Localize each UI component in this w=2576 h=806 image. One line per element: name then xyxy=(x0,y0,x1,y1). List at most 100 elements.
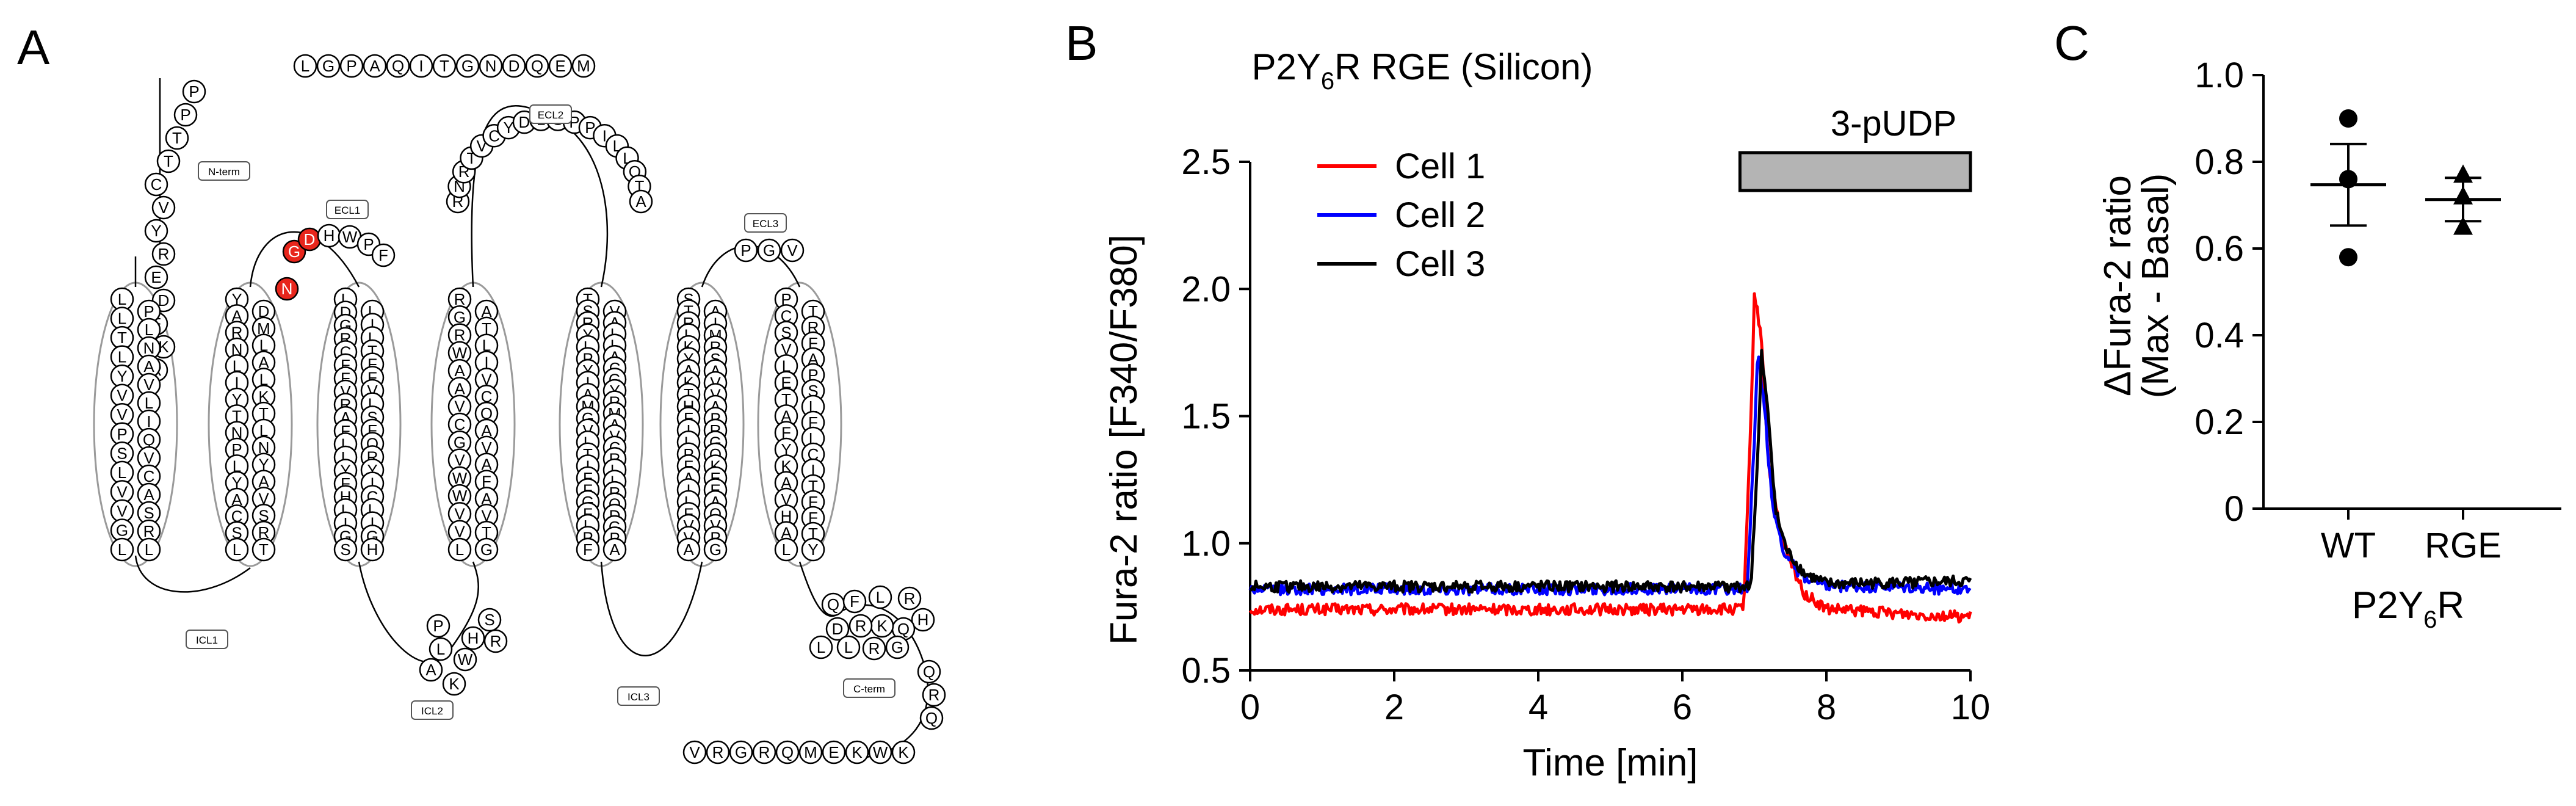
x-tick-label: 8 xyxy=(1817,688,1836,727)
residue-letter: L xyxy=(482,336,491,355)
residue-letter: A xyxy=(454,361,465,380)
residue-circle xyxy=(774,537,798,562)
residue-letter: G xyxy=(709,540,722,559)
residue-letter: Y xyxy=(808,540,818,559)
residue-letter: F xyxy=(482,473,491,491)
residue-letter: L xyxy=(844,638,853,656)
residue-circle xyxy=(706,740,730,764)
residue-circle xyxy=(360,537,385,562)
residue-letter: A xyxy=(258,473,269,491)
residue-letter: A xyxy=(481,456,492,474)
residue-letter: A xyxy=(635,192,646,211)
residue-letter: I xyxy=(602,126,607,145)
residue-circle xyxy=(409,54,433,78)
residue-circle xyxy=(576,537,600,562)
residue-circle xyxy=(525,54,549,78)
residue-letter: R xyxy=(143,522,155,540)
residue-letter: T xyxy=(259,540,269,559)
residue-circle xyxy=(144,265,168,289)
residue-circle xyxy=(703,537,728,562)
residue-circle xyxy=(144,219,168,243)
residue-circle xyxy=(629,189,653,214)
residue-circle xyxy=(897,586,922,611)
residue-letter: D xyxy=(258,302,270,321)
x-tick-label: 2 xyxy=(1384,688,1404,727)
residue-circle xyxy=(156,149,181,173)
residue-letter: T xyxy=(164,152,173,170)
residue-letter: A xyxy=(143,357,154,376)
residue-letter: Y xyxy=(231,474,242,492)
residue-circle xyxy=(919,706,944,730)
residue-letter: C xyxy=(454,415,466,434)
residue-letter: A xyxy=(258,354,269,372)
residue-letter: I xyxy=(370,514,374,532)
residue-circle xyxy=(333,537,358,562)
stimulus-label: 3-pUDP xyxy=(1831,104,1956,143)
x-tick-label: 10 xyxy=(1951,688,1991,727)
residue-letter: Q xyxy=(480,404,493,423)
residue-letter: F xyxy=(378,246,388,264)
residue-circle xyxy=(780,238,805,263)
residue-letter: S xyxy=(258,506,269,525)
y-tick-label: 1.0 xyxy=(2194,56,2244,95)
residue-letter: H xyxy=(781,507,792,525)
residue-letter: I xyxy=(147,412,151,430)
snake-loop xyxy=(600,561,703,656)
residue-circle-highlight xyxy=(275,277,299,301)
residue-circle xyxy=(316,54,341,78)
residue-circle xyxy=(432,54,457,78)
residue-letter: R xyxy=(712,743,724,761)
residue-letter: E xyxy=(781,374,791,392)
residue-circle xyxy=(775,740,800,764)
residue-letter: Y xyxy=(781,440,791,459)
residue-letter: Q xyxy=(392,57,404,75)
residue-letter: A xyxy=(481,421,492,440)
ecl3-label-box xyxy=(744,213,787,233)
residue-letter: C xyxy=(488,126,500,145)
snake-loop xyxy=(358,561,479,663)
residue-letter: R xyxy=(855,617,867,635)
helix-outline xyxy=(757,281,842,567)
residue-circle xyxy=(282,239,306,264)
residue-circle xyxy=(419,658,443,682)
residue-circle xyxy=(862,636,886,661)
chart-b-xlabel: Time [min] xyxy=(1522,742,1698,784)
residue-circle xyxy=(868,585,892,609)
residue-letter: N xyxy=(485,57,497,75)
residue-letter: V xyxy=(143,376,154,394)
ecl3-label-text: ECL3 xyxy=(753,218,779,230)
residue-circle xyxy=(225,537,249,562)
residue-circle xyxy=(911,608,935,632)
residue-letter: K xyxy=(877,617,888,635)
residue-letter: I xyxy=(234,374,239,392)
helix-outline xyxy=(659,281,745,567)
residue-circle xyxy=(429,637,453,661)
residue-letter: G xyxy=(735,743,747,761)
residue-circle xyxy=(848,614,873,638)
residue-letter: K xyxy=(852,743,863,761)
residue-letter: P xyxy=(143,302,154,321)
helix-outline xyxy=(208,281,293,567)
trace-cell-1 xyxy=(1248,292,1972,624)
residue-letter: I xyxy=(585,374,590,392)
residue-letter: V xyxy=(781,490,792,509)
residue-letter: V xyxy=(781,340,792,358)
residue-circle xyxy=(682,740,707,764)
residue-circle xyxy=(825,617,850,641)
residue-letter: V xyxy=(454,504,465,523)
residue-letter: H xyxy=(468,629,479,647)
residue-circle xyxy=(442,672,466,696)
calcium-trace-chart: P2Y6R RGE (Silicon) Time [min] Fura-2 ra… xyxy=(1103,46,1990,784)
residue-circle xyxy=(426,614,450,638)
residue-letter: P xyxy=(781,290,791,308)
residue-letter: D xyxy=(158,291,170,310)
residue-letter: A xyxy=(683,540,694,559)
y-tick-label: 0.5 xyxy=(1181,651,1231,691)
snake-plot: LGPAQITGNDQEMPPTTCVYREDFKRN-termLLTLYVVP… xyxy=(93,54,946,764)
chart-c-ylabel-line1: ΔFura-2 ratio xyxy=(2097,175,2139,396)
residue-circle xyxy=(502,54,526,78)
stimulus-bar xyxy=(1738,151,1972,192)
helix-outline xyxy=(316,281,402,567)
icl2-label-box xyxy=(411,700,454,720)
residue-letter: Y xyxy=(231,390,242,408)
